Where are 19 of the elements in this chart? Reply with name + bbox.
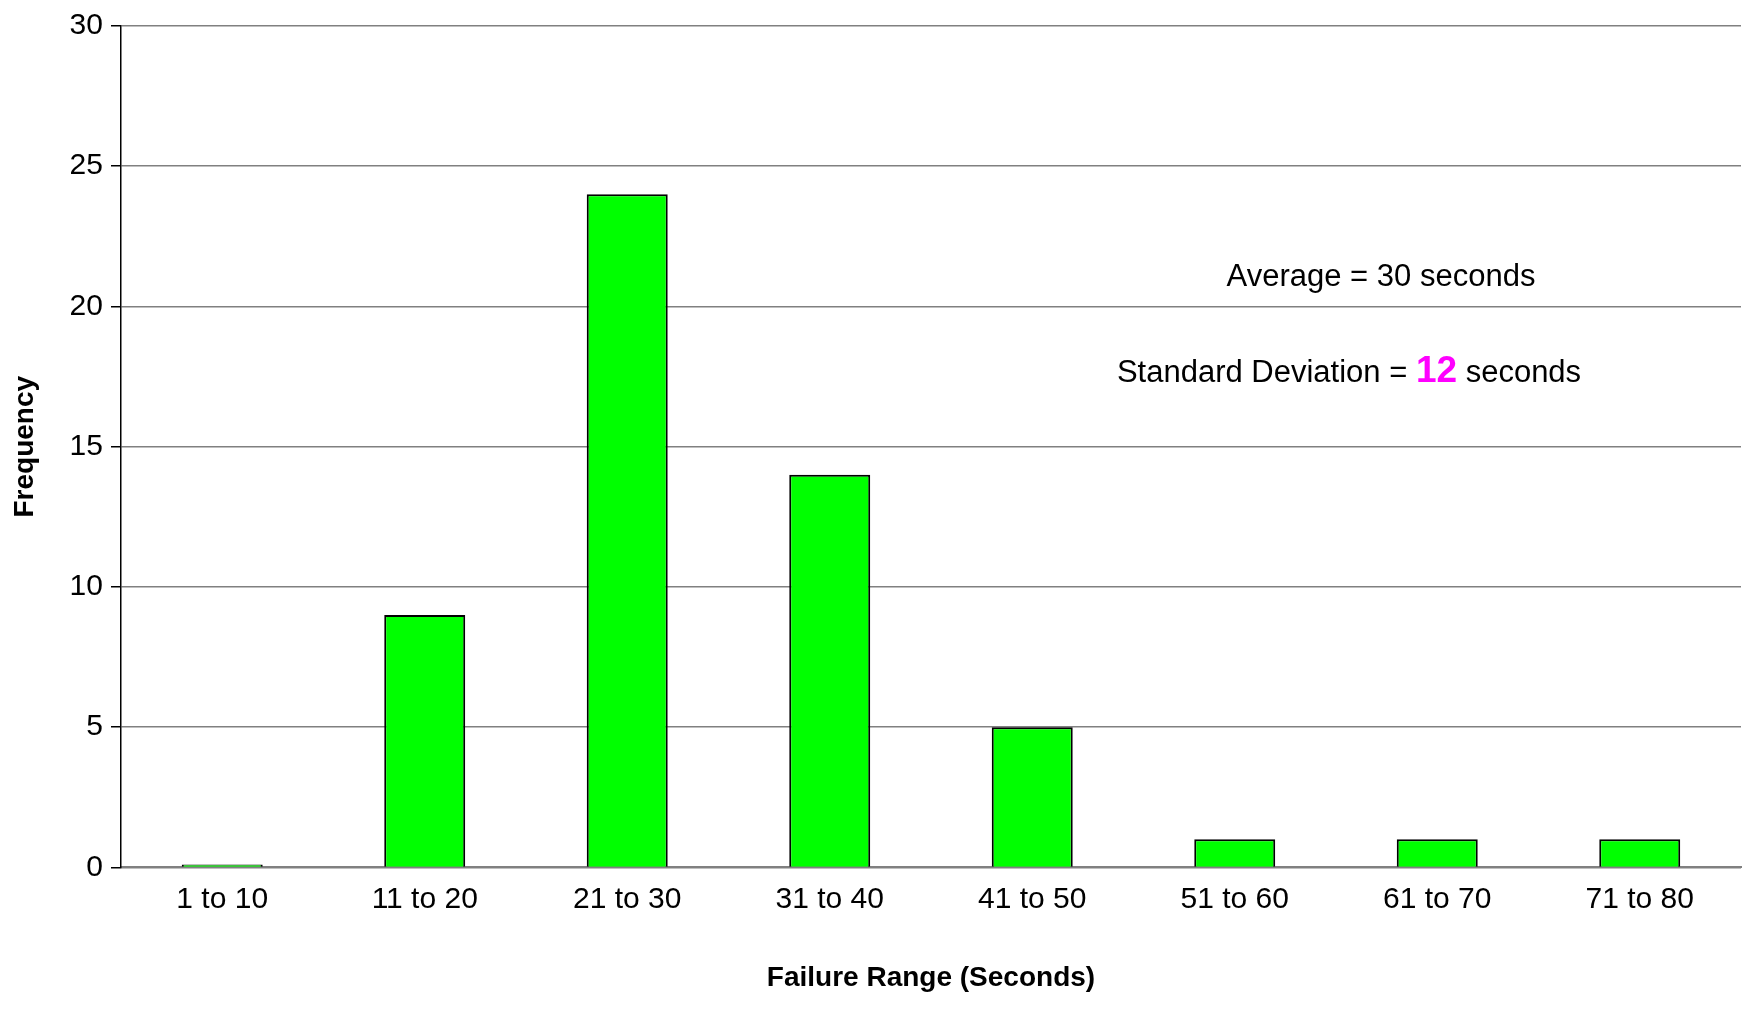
y-tick-label: 25	[69, 147, 103, 181]
x-tick-label: 71 to 80	[1585, 880, 1694, 914]
y-tick-label: 30	[69, 7, 103, 41]
x-tick-label: 1 to 10	[176, 880, 269, 914]
annotation: Average = 30 seconds	[1226, 258, 1536, 294]
x-tick-label: 51 to 60	[1180, 880, 1289, 914]
x-tick-label: 41 to 50	[978, 880, 1087, 914]
y-tick-label: 20	[69, 287, 103, 321]
x-axis-title: Failure Range (Seconds)	[766, 960, 1096, 992]
y-tick-label: 10	[69, 568, 103, 602]
x-tick-label: 21 to 30	[573, 880, 682, 914]
y-tick-label: 5	[86, 708, 103, 742]
y-tick-label: 15	[69, 427, 103, 461]
annotation: Standard Deviation = 12 seconds	[1116, 349, 1582, 391]
x-tick-label: 11 to 20	[371, 880, 478, 914]
x-tick-label: 61 to 70	[1383, 880, 1492, 914]
y-tick-label: 0	[86, 848, 103, 882]
y-axis-title: Frequency	[7, 375, 39, 518]
x-tick-label: 31 to 40	[775, 880, 884, 914]
